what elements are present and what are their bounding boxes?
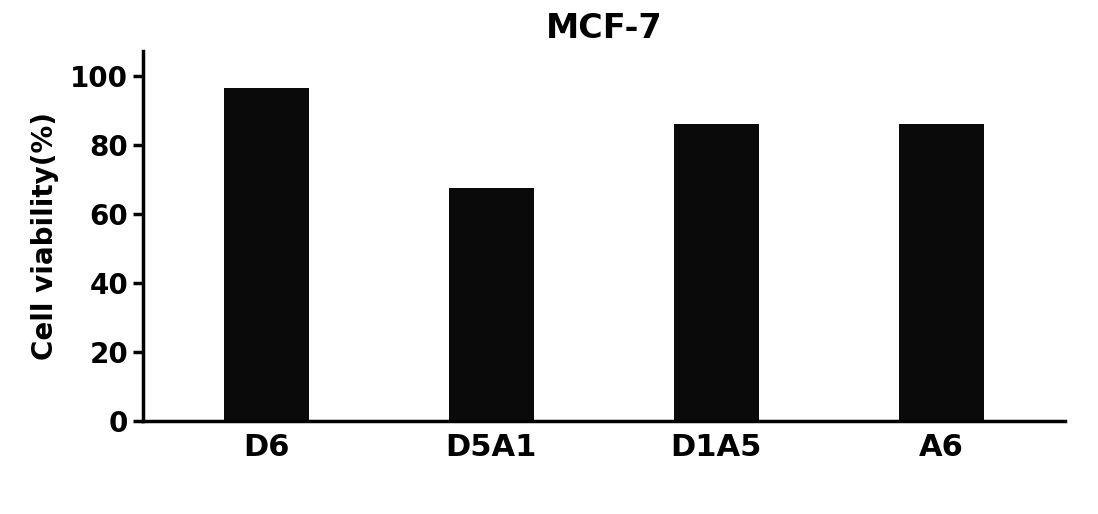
Bar bbox=[674, 124, 759, 421]
Bar bbox=[224, 88, 310, 421]
Title: MCF-7: MCF-7 bbox=[546, 11, 662, 45]
Bar bbox=[449, 188, 534, 421]
Y-axis label: Cell viability(%): Cell viability(%) bbox=[31, 113, 59, 360]
Bar bbox=[898, 124, 984, 421]
